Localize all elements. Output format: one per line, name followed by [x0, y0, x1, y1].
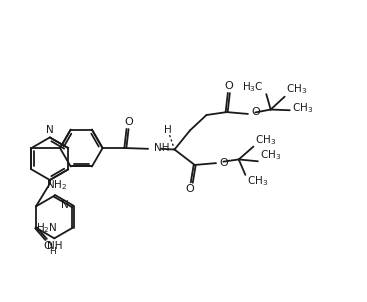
Text: H$_3$C: H$_3$C [243, 81, 264, 95]
Text: CH$_3$: CH$_3$ [286, 82, 307, 96]
Text: NH: NH [155, 143, 170, 153]
Text: H: H [49, 247, 56, 256]
Text: O: O [44, 241, 52, 251]
Text: O: O [186, 184, 194, 194]
Text: N: N [46, 125, 54, 135]
Text: NH$_2$: NH$_2$ [46, 178, 67, 192]
Text: O: O [220, 158, 228, 168]
Text: H: H [164, 125, 172, 136]
Text: O: O [124, 117, 132, 127]
Text: CH$_3$: CH$_3$ [247, 174, 268, 188]
Text: NH: NH [47, 241, 62, 251]
Text: CH$_3$: CH$_3$ [255, 133, 276, 147]
Text: N: N [61, 200, 68, 210]
Text: CH$_3$: CH$_3$ [292, 101, 313, 115]
Text: O: O [252, 107, 260, 117]
Text: CH$_3$: CH$_3$ [260, 148, 281, 162]
Text: O: O [225, 82, 233, 92]
Text: H$_2$N: H$_2$N [36, 221, 57, 235]
